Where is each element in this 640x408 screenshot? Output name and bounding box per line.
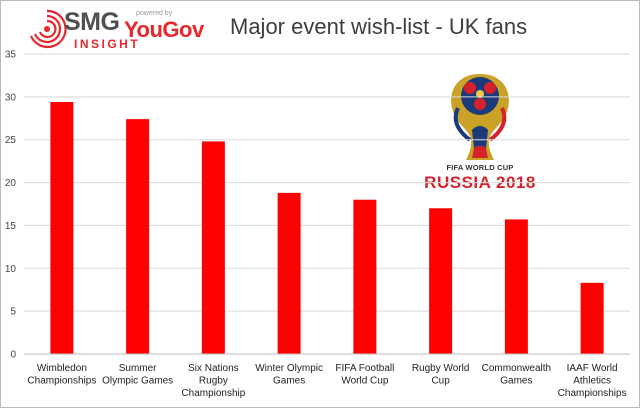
y-tick-label: 30 [5,92,17,103]
y-tick-label: 25 [5,135,17,146]
bar [504,219,528,354]
y-tick-label: 35 [5,50,17,61]
world-cup-trophy-icon [451,74,509,160]
y-tick-label: 5 [10,307,16,318]
x-category-label: Rugby World [412,363,470,374]
logo-yougov-text: YouGov [124,17,204,42]
x-axis-labels: Wimbledon Championships Summer Olympic Game… [27,363,626,399]
world-cup-caption: FIFA WORLD CUP [446,163,514,172]
x-category-label: Athletics [573,376,611,387]
x-category-label: Cup [431,376,450,387]
bar [353,199,377,354]
x-category-label: Championships [27,376,96,387]
bars [50,102,604,355]
bar [277,192,301,354]
logo-insight-text: INSIGHT [74,37,141,51]
chart-title: Major event wish-list - UK fans [230,14,528,39]
bar [126,119,150,355]
x-category-label: Commonwealth [482,363,551,374]
y-tick-label: 20 [5,178,17,189]
x-category-label: Winter Olympic [255,363,323,374]
bar [50,102,74,354]
x-category-label: Games [273,376,305,387]
x-category-label: Championships [558,388,627,399]
x-category-label: FIFA Football [335,363,394,374]
x-category-label: Olympic Games [102,376,173,387]
x-category-label: Summer [119,363,157,374]
y-axis-ticks: 0 5 10 15 20 25 30 35 [5,50,17,361]
gridlines [24,53,630,312]
x-category-label: Wimbledon [37,363,87,374]
bar [580,282,604,354]
y-tick-label: 15 [5,221,17,232]
y-tick-label: 10 [5,264,17,275]
y-tick-label: 0 [10,350,16,361]
x-category-label: World Cup [341,376,388,387]
bar [201,141,225,354]
world-cup-emblem: FIFA WORLD CUP RUSSIA 2018 [420,70,540,195]
smg-yougov-logo: SMG powered by YouGov INSIGHT [24,6,214,52]
logo-smg-text: SMG [64,8,120,36]
bar [429,208,453,354]
x-category-label: Championship [181,388,245,399]
x-category-label: Rugby [199,376,228,387]
logo-powered-by-text: powered by [136,10,173,17]
x-category-label: IAAF World [567,363,618,374]
x-category-label: Games [500,376,532,387]
swirl-logo-icon [29,9,67,49]
x-category-label: Six Nations [188,363,239,374]
